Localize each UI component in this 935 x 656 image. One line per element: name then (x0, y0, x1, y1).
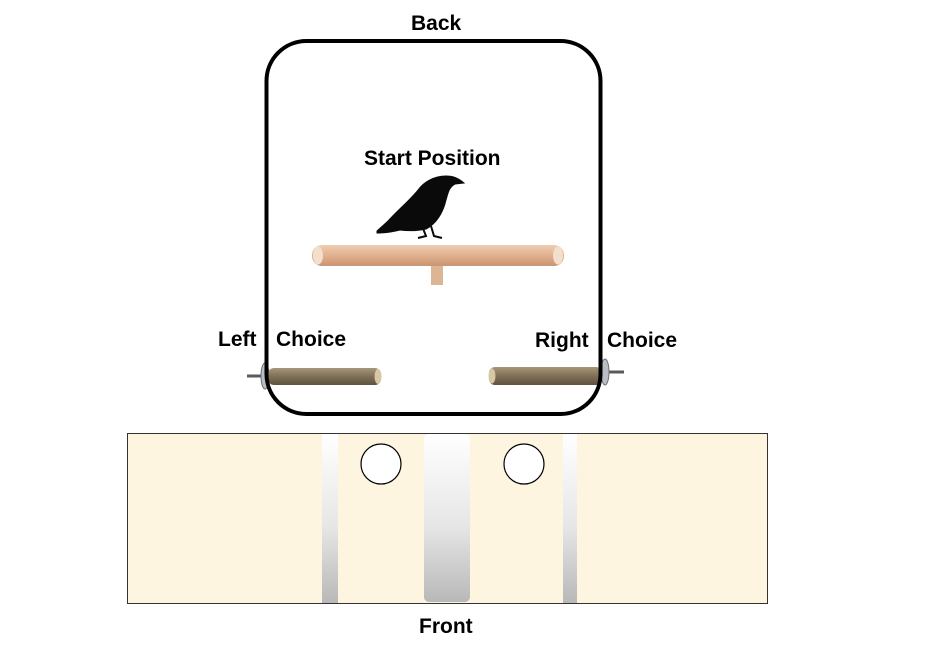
enclosure-outline (264, 39, 603, 416)
left-slot (322, 434, 338, 603)
left-choice-label: Choice (276, 328, 347, 351)
start-position-label: Start Position (364, 147, 501, 170)
perch-stem (431, 262, 443, 285)
center-slot (424, 434, 470, 602)
perch-bar (312, 245, 564, 266)
crow-silhouette-icon (376, 175, 466, 239)
right-slot (563, 434, 577, 603)
back-label: Back (411, 12, 462, 35)
branch-perch-icon (489, 367, 602, 385)
left-perch-end (374, 369, 382, 384)
right-choice-label: Choice (607, 329, 678, 352)
right-hole (503, 443, 545, 485)
left-label: Left (218, 328, 257, 351)
front-label: Front (419, 615, 473, 638)
t-perch-icon (312, 245, 564, 285)
right-perch-end (488, 368, 496, 384)
left-hole (360, 443, 402, 485)
branch-perch-icon (268, 368, 381, 385)
perch-end-left (313, 246, 323, 265)
perch-end-right (553, 246, 563, 265)
right-perch (488, 358, 624, 386)
right-label: Right (535, 329, 589, 352)
front-panel (127, 433, 768, 604)
